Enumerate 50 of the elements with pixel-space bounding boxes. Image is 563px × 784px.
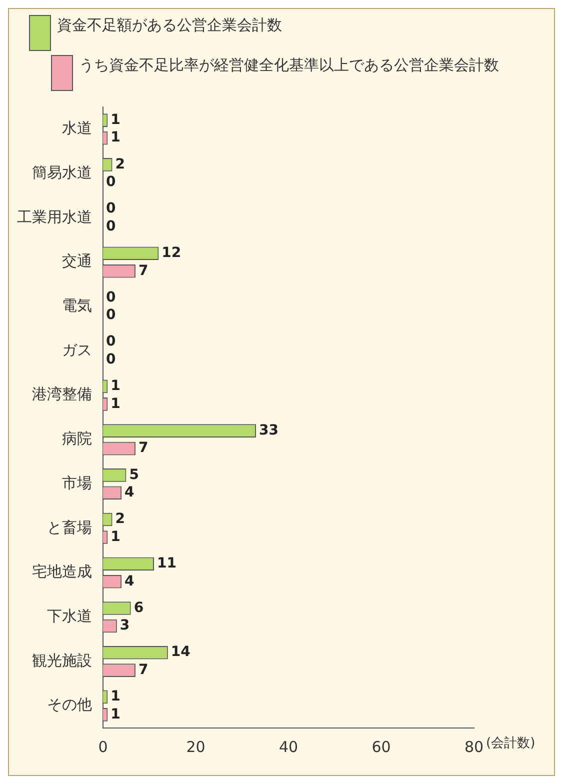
- data-label: 0: [106, 218, 116, 234]
- data-label: 1: [110, 528, 120, 545]
- data-label: 5: [129, 466, 139, 483]
- data-label: 1: [110, 688, 120, 705]
- legend-label: 資金不足額がある公営企業会計数: [57, 15, 282, 35]
- data-label: 2: [115, 511, 126, 528]
- y-tick-label: 下水道: [47, 607, 92, 625]
- x-tick-label: 60: [372, 738, 391, 756]
- data-label: 7: [138, 662, 148, 678]
- data-label: 6: [134, 600, 144, 616]
- data-label: 33: [259, 422, 279, 438]
- data-label: 4: [124, 573, 135, 590]
- legend-label: うち資金不足比率が経営健全化基準以上である公営企業会計数: [79, 55, 499, 75]
- data-label: 1: [110, 130, 120, 146]
- y-tick-label: 工業用水道: [17, 208, 92, 226]
- data-label: 1: [110, 706, 120, 722]
- y-tick-label: 市場: [62, 474, 92, 492]
- y-tick-label: ガス: [62, 340, 92, 359]
- data-label: 0: [106, 200, 116, 217]
- data-label: 12: [162, 245, 182, 262]
- y-tick-label: 港湾整備: [32, 385, 92, 404]
- y-tick-label: 宅地造成: [32, 562, 92, 581]
- data-label: 0: [106, 351, 116, 368]
- y-tick-label: 観光施設: [32, 651, 92, 670]
- data-label: 0: [106, 307, 116, 324]
- data-label: 4: [124, 484, 135, 501]
- y-tick-label: 電気: [62, 296, 92, 314]
- y-tick-label: と畜場: [47, 518, 92, 536]
- x-tick-label: 20: [186, 738, 206, 756]
- x-tick-label: 80: [464, 738, 484, 756]
- data-label: 0: [106, 289, 116, 306]
- data-label: 7: [138, 262, 148, 279]
- data-label: 0: [106, 334, 116, 350]
- x-axis-title: (会計数): [486, 736, 536, 751]
- data-label: 11: [157, 556, 176, 572]
- data-label: 0: [106, 174, 116, 190]
- y-tick-label: 病院: [62, 430, 92, 448]
- data-label: 1: [110, 396, 120, 412]
- data-label: 14: [170, 644, 191, 660]
- x-tick-label: 0: [98, 738, 108, 756]
- y-tick-label: 交通: [62, 252, 92, 270]
- data-label: 3: [120, 618, 130, 634]
- y-tick-label: 簡易水道: [32, 163, 92, 182]
- y-tick-label: その他: [47, 696, 92, 714]
- y-tick-label: 水道: [62, 119, 92, 138]
- data-label: 1: [110, 112, 120, 128]
- data-label: 2: [115, 156, 126, 172]
- data-label: 7: [138, 440, 148, 456]
- data-label: 1: [110, 378, 120, 394]
- x-tick-label: 40: [278, 738, 298, 756]
